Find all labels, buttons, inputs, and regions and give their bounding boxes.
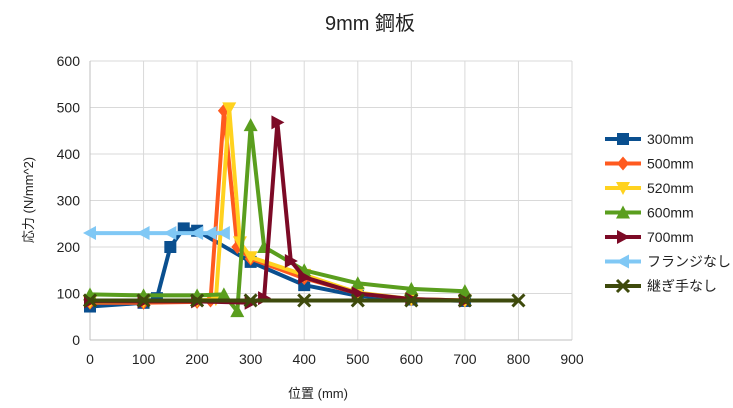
data-point bbox=[136, 226, 150, 241]
data-point bbox=[457, 293, 472, 308]
data-point bbox=[350, 276, 365, 290]
series-5 bbox=[83, 226, 230, 241]
series-4 bbox=[84, 115, 472, 310]
data-point bbox=[350, 293, 365, 308]
series-6 bbox=[82, 293, 526, 308]
legend-marker bbox=[616, 205, 630, 219]
data-point bbox=[404, 281, 419, 295]
x-tick-label: 0 bbox=[86, 351, 94, 367]
data-point-stroke bbox=[82, 293, 98, 308]
data-point bbox=[82, 293, 98, 308]
data-point bbox=[83, 226, 96, 241]
legend-item: 520mm bbox=[605, 180, 694, 196]
data-point-stroke bbox=[457, 293, 472, 308]
legend-item: フランジなし bbox=[605, 254, 731, 270]
x-tick-label: 400 bbox=[293, 351, 317, 367]
data-point bbox=[284, 253, 298, 268]
data-point-stroke bbox=[404, 293, 419, 308]
y-tick-label: 200 bbox=[57, 239, 81, 255]
data-point bbox=[216, 226, 230, 241]
y-tick-label: 100 bbox=[57, 286, 81, 302]
x-tick-label: 600 bbox=[400, 351, 424, 367]
data-point-stroke bbox=[190, 293, 205, 308]
series-group bbox=[82, 102, 526, 318]
data-point bbox=[203, 226, 217, 241]
chart-title: 9mm 鋼板 bbox=[325, 12, 415, 35]
x-axis-label: 位置 (mm) bbox=[288, 386, 348, 401]
data-point bbox=[271, 115, 285, 130]
legend-label: フランジなし bbox=[647, 254, 731, 270]
data-point bbox=[404, 293, 419, 308]
series-line bbox=[89, 123, 465, 314]
data-point bbox=[243, 118, 258, 132]
data-point-stroke bbox=[297, 293, 312, 308]
legend-label: 520mm bbox=[647, 180, 694, 196]
data-point-stroke bbox=[136, 293, 151, 308]
y-tick-label: 0 bbox=[72, 332, 80, 348]
data-point bbox=[457, 284, 472, 298]
data-point bbox=[230, 304, 245, 318]
data-point bbox=[298, 270, 312, 285]
series-line bbox=[90, 120, 465, 305]
x-tick-label: 200 bbox=[185, 351, 209, 367]
data-point-stroke bbox=[511, 293, 526, 308]
legend-item: 700mm bbox=[605, 229, 694, 245]
data-point bbox=[190, 293, 205, 308]
y-tick-label: 600 bbox=[57, 53, 81, 69]
y-tick-label: 300 bbox=[57, 193, 81, 209]
y-axis-label: 応力 (N/mm^2) bbox=[21, 157, 36, 243]
data-point bbox=[511, 293, 526, 308]
legend-marker-stroke bbox=[615, 278, 631, 294]
x-tick-labels: 0 100 200 300 400 500 600 700 800 900 bbox=[86, 351, 584, 367]
data-point-stroke bbox=[243, 293, 258, 308]
data-point bbox=[243, 293, 258, 308]
legend-item: 継ぎ手なし bbox=[605, 278, 717, 294]
legend-label: 継ぎ手なし bbox=[647, 278, 717, 294]
legend-label: 500mm bbox=[647, 156, 694, 172]
data-point bbox=[216, 287, 231, 301]
legend-item: 300mm bbox=[605, 131, 694, 147]
x-tick-label: 900 bbox=[560, 351, 584, 367]
x-tick-label: 100 bbox=[132, 351, 156, 367]
legend-item: 500mm bbox=[605, 156, 694, 172]
data-point bbox=[163, 226, 177, 241]
legend-label: 300mm bbox=[647, 131, 694, 147]
legend-label: 700mm bbox=[647, 229, 694, 245]
data-point bbox=[297, 293, 312, 308]
y-tick-labels: 0 100 200 300 400 500 600 bbox=[57, 53, 81, 348]
y-tick-label: 500 bbox=[57, 100, 81, 116]
legend-marker bbox=[617, 133, 629, 145]
x-tick-label: 300 bbox=[239, 351, 263, 367]
legend-marker bbox=[617, 230, 630, 244]
data-point bbox=[222, 102, 237, 116]
legend-item: 600mm bbox=[605, 205, 694, 221]
x-tick-label: 500 bbox=[346, 351, 370, 367]
legend-marker bbox=[617, 156, 629, 171]
legend-label: 600mm bbox=[647, 205, 694, 221]
legend-marker bbox=[616, 182, 630, 195]
data-point-stroke bbox=[350, 293, 365, 308]
legend-marker bbox=[615, 278, 631, 294]
data-point bbox=[164, 241, 177, 253]
x-tick-label: 800 bbox=[507, 351, 531, 367]
legend-marker bbox=[616, 254, 629, 269]
y-tick-label: 400 bbox=[57, 146, 81, 162]
data-point bbox=[190, 226, 204, 241]
data-point bbox=[243, 251, 258, 265]
x-tick-label: 700 bbox=[453, 351, 477, 367]
data-point bbox=[136, 293, 151, 308]
